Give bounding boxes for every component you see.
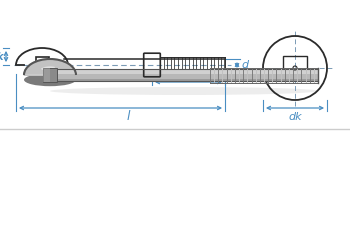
Polygon shape (24, 59, 76, 75)
Text: d: d (241, 60, 248, 70)
Bar (43, 68, 57, 82)
Text: dk: dk (288, 112, 302, 122)
Bar (35, 56, 49, 74)
Ellipse shape (24, 74, 76, 86)
Text: b: b (189, 70, 196, 80)
Bar (57, 69, 318, 74)
Text: l: l (127, 110, 130, 122)
Bar (57, 69, 318, 81)
Polygon shape (24, 59, 76, 75)
Bar (57, 79, 318, 81)
Bar (43, 68, 50, 82)
Polygon shape (42, 67, 55, 70)
Text: k: k (0, 52, 3, 62)
Bar (0, 0, 350, 130)
Ellipse shape (50, 87, 318, 95)
